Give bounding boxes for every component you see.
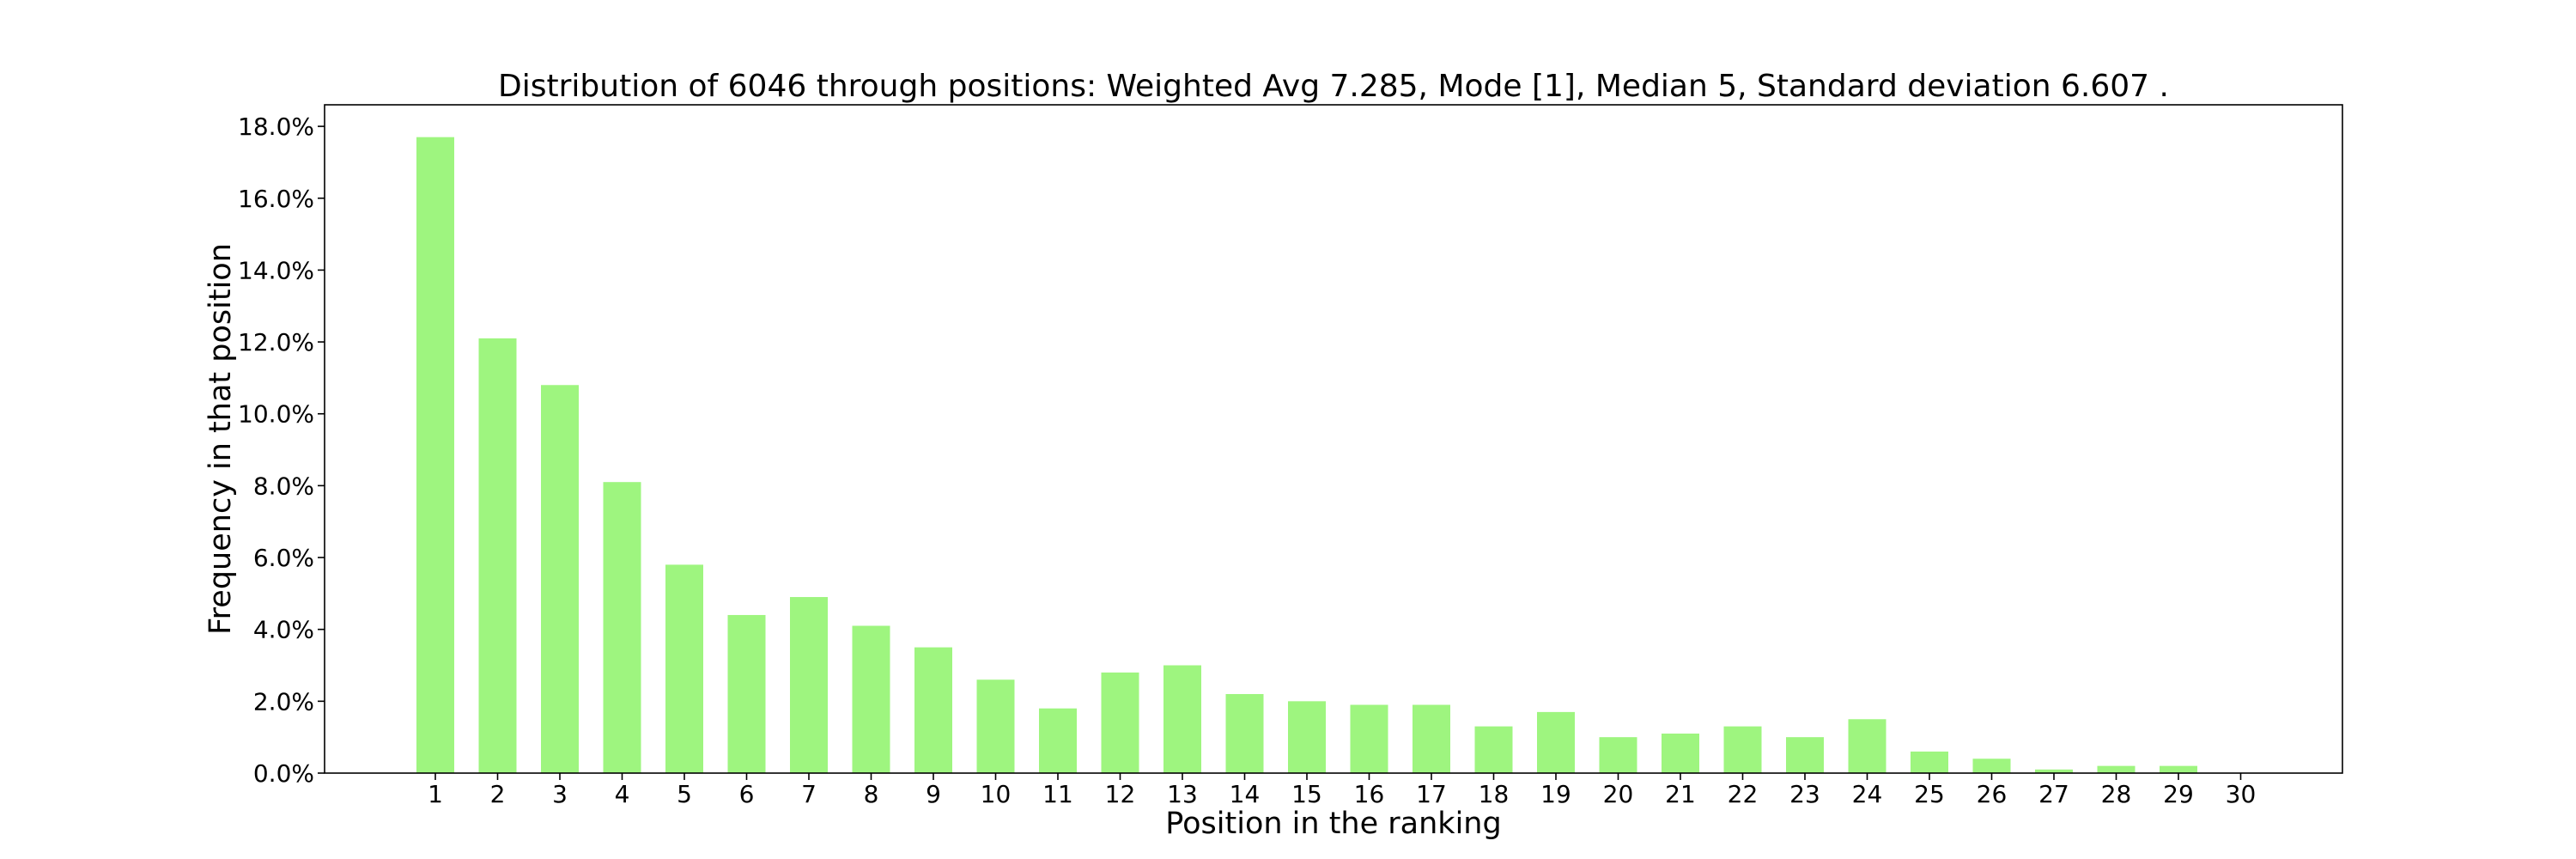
bars-group: [416, 137, 2197, 774]
bar-1: [416, 137, 454, 774]
y-axis-label: Frequency in that position: [204, 243, 238, 635]
bar-2: [478, 338, 517, 773]
x-tick-label: 10: [981, 780, 1012, 808]
bar-13: [1163, 665, 1201, 773]
bar-23: [1786, 737, 1824, 773]
y-tick-label: 10.0%: [238, 400, 314, 429]
x-axis-ticks: 1 2 3 4 5 6 7 8 9 10 11 12 13 14 15 16 17 18 19 20 21 22 23 24 2…: [428, 773, 2256, 808]
x-tick-label: 23: [1789, 780, 1820, 808]
bar-3: [541, 385, 579, 773]
bar-6: [727, 614, 766, 773]
bar-19: [1537, 711, 1575, 773]
bar-10: [976, 679, 1015, 773]
bar-25: [1911, 751, 1948, 773]
bar-9: [914, 647, 952, 773]
x-tick-label: 4: [615, 780, 630, 808]
bar-20: [1599, 737, 1637, 773]
bar-18: [1474, 726, 1513, 773]
x-tick-label: 29: [2163, 780, 2194, 808]
y-tick-label: 14.0%: [238, 256, 314, 284]
x-tick-label: 16: [1354, 780, 1385, 808]
y-tick-label: 6.0%: [253, 544, 314, 572]
y-axis-ticks: 0.0% 2.0% 4.0% 6.0% 8.0% 10.0% 12.0% 14.0% 16.0%…: [238, 113, 325, 788]
bar-16: [1350, 704, 1388, 773]
x-tick-label: 25: [1914, 780, 1945, 808]
bar-12: [1101, 672, 1139, 773]
y-tick-label: 2.0%: [253, 687, 314, 716]
x-tick-label: 22: [1728, 780, 1759, 808]
y-tick-label: 4.0%: [253, 616, 314, 644]
x-tick-label: 9: [926, 780, 941, 808]
x-tick-label: 11: [1042, 780, 1073, 808]
x-axis-label: Position in the ranking: [1165, 807, 1501, 841]
chart-title: Distribution of 6046 through positions: …: [498, 69, 2169, 104]
plot-frame: [324, 104, 2343, 774]
x-tick-label: 13: [1167, 780, 1198, 808]
y-tick-label: 8.0%: [253, 472, 314, 500]
bar-5: [665, 564, 703, 773]
x-tick-label: 27: [2038, 780, 2069, 808]
x-tick-label: 18: [1479, 780, 1510, 808]
x-tick-label: 20: [1603, 780, 1634, 808]
bar-22: [1723, 726, 1762, 773]
bar-15: [1288, 701, 1326, 773]
x-tick-label: 5: [677, 780, 692, 808]
x-tick-label: 8: [864, 780, 879, 808]
bar-21: [1662, 733, 1699, 773]
bar-29: [2160, 765, 2197, 773]
bar-28: [2097, 765, 2136, 773]
x-tick-label: 12: [1105, 780, 1136, 808]
x-tick-label: 19: [1540, 780, 1571, 808]
x-tick-label: 15: [1291, 780, 1322, 808]
x-tick-label: 2: [490, 780, 506, 808]
x-tick-label: 24: [1852, 780, 1883, 808]
y-tick-label: 12.0%: [238, 328, 314, 356]
bar-11: [1039, 708, 1077, 773]
x-tick-label: 28: [2101, 780, 2132, 808]
x-tick-label: 7: [801, 780, 817, 808]
y-tick-label: 0.0%: [253, 759, 314, 788]
y-tick-label: 18.0%: [238, 113, 314, 141]
x-tick-label: 14: [1230, 780, 1261, 808]
bar-14: [1225, 693, 1264, 773]
bar-24: [1848, 719, 1886, 773]
bar-8: [852, 625, 890, 773]
bar-27: [2035, 769, 2073, 773]
bar-26: [1972, 758, 2011, 773]
x-tick-label: 3: [552, 780, 568, 808]
x-tick-label: 30: [2226, 780, 2257, 808]
bar-4: [603, 482, 641, 773]
bar-7: [790, 597, 828, 773]
x-tick-label: 21: [1665, 780, 1696, 808]
bar-17: [1413, 704, 1450, 773]
y-tick-label: 16.0%: [238, 185, 314, 213]
x-tick-label: 17: [1416, 780, 1447, 808]
x-tick-label: 26: [1977, 780, 2008, 808]
x-tick-label: 6: [739, 780, 755, 808]
x-tick-label: 1: [428, 780, 443, 808]
